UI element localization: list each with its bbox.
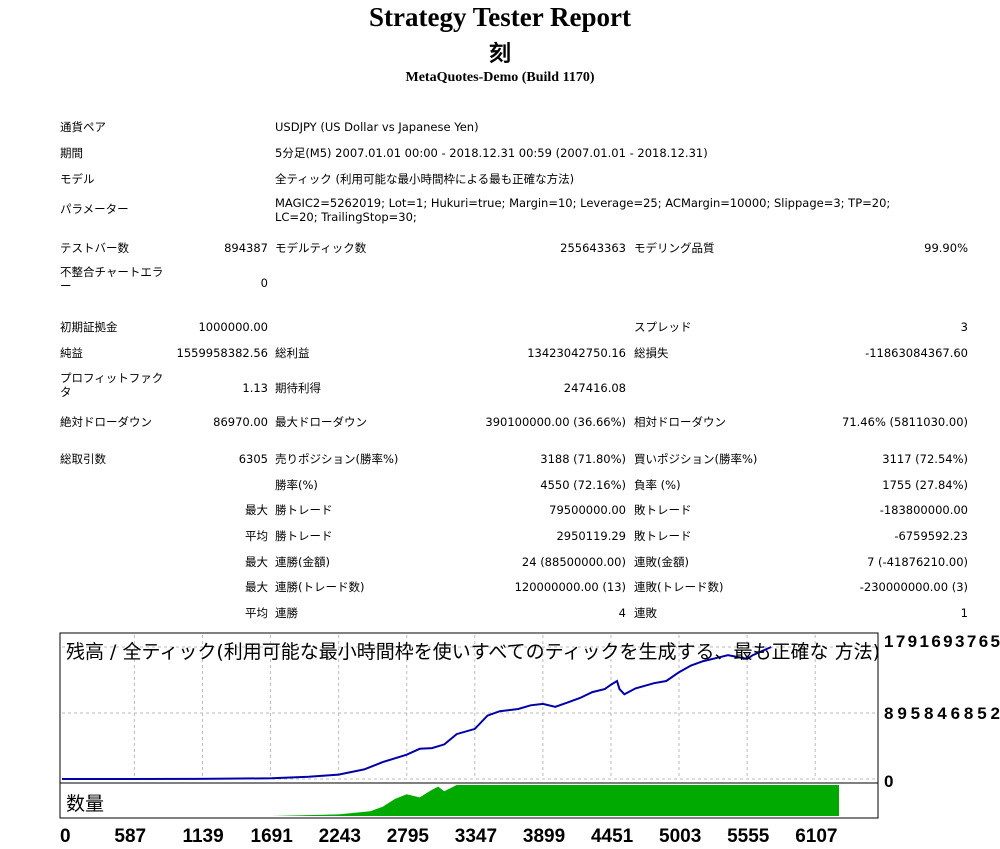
max-profit-consec-value: 120000000.00 (13) <box>514 580 626 594</box>
abs-drawdown-value: 86970.00 <box>213 415 268 429</box>
win-rate-label: 勝率(%) <box>275 478 318 492</box>
mismatch-value: 0 <box>260 276 268 290</box>
long-positions-label: 買いポジション(勝率%) <box>634 452 758 466</box>
max-consec-win-value: 24 (88500000.00) <box>521 555 626 569</box>
server-build: MetaQuotes-Demo (Build 1170) <box>405 70 595 85</box>
gross-loss-value: -11863084367.60 <box>865 346 968 360</box>
net-profit-label: 純益 <box>60 346 83 360</box>
x-tick-label: 2795 <box>387 826 430 847</box>
quality-value: 99.90% <box>924 241 968 255</box>
gross-loss-label: 総損失 <box>634 346 669 360</box>
max-prefix-2: 最大 <box>245 555 268 569</box>
symbol-label: 通貨ペア <box>60 120 106 134</box>
short-positions-label: 売りポジション(勝率%) <box>275 452 399 466</box>
bars-label: テストバー数 <box>60 241 129 255</box>
x-tick-label: 3899 <box>523 826 565 847</box>
profit-factor-value: 1.13 <box>242 381 268 395</box>
bars-value: 894387 <box>224 241 268 255</box>
x-tick-label: 587 <box>114 826 146 847</box>
max-loss-consec-value: -230000000.00 (3) <box>859 580 968 594</box>
x-tick-label: 5555 <box>727 826 770 847</box>
loss-rate-value: 1755 (27.84%) <box>882 478 968 492</box>
avg-consec-win-value: 4 <box>618 606 626 620</box>
total-trades-label: 総取引数 <box>60 452 106 466</box>
period-value: 5分足(M5) 2007.01.01 00:00 - 2018.12.31 00… <box>275 146 708 160</box>
ticks-label: モデルティック数 <box>275 241 367 255</box>
x-tick-label: 4451 <box>591 826 634 847</box>
spread-value: 3 <box>960 320 968 334</box>
max-consec-loss-label: 連敗(金額) <box>634 555 689 569</box>
model-value: 全ティック (利用可能な最小時間枠による最も正確な方法) <box>275 172 575 186</box>
symbol-value: USDJPY (US Dollar vs Japanese Yen) <box>275 120 479 134</box>
ticks-value: 255643363 <box>560 241 626 255</box>
avg-loss-label: 敗トレード <box>634 529 692 543</box>
abs-drawdown-label: 絶対ドローダウン <box>60 415 152 429</box>
x-tick-label: 1691 <box>251 826 294 847</box>
max-profit-consec-label: 連勝(トレード数) <box>275 580 365 594</box>
avg-consec-loss-value: 1 <box>960 606 968 620</box>
largest-loss-label: 敗トレード <box>634 503 692 517</box>
avg-consec-win-label: 連勝 <box>275 606 298 620</box>
x-tick-label: 0 <box>60 826 71 847</box>
gross-profit-label: 総利益 <box>275 346 310 360</box>
expected-payoff-value: 247416.08 <box>563 381 626 395</box>
x-tick-label: 2243 <box>319 826 361 847</box>
net-profit-value: 1559958382.56 <box>176 346 268 360</box>
mismatch-label: 不整合チャートエラー <box>60 265 164 293</box>
x-tick-label: 6107 <box>795 826 837 847</box>
max-drawdown-label: 最大ドローダウン <box>275 415 367 429</box>
expected-payoff-label: 期待利得 <box>275 381 321 395</box>
balance-line <box>61 646 772 780</box>
report-title: Strategy Tester Report <box>369 2 631 32</box>
period-label: 期間 <box>60 146 83 160</box>
volume-area <box>62 785 839 816</box>
quality-label: モデリング品質 <box>634 241 715 255</box>
spread-label: スプレッド <box>634 320 692 334</box>
chart-title: 残高 / 全ティック(利用可能な最小時間枠を使いすべてのティックを生成する、最も… <box>66 641 893 663</box>
parameters-value: MAGIC2=5262019; Lot=1; Hukuri=true; Marg… <box>275 196 891 224</box>
avg-prefix-1: 平均 <box>245 529 268 543</box>
avg-loss-value: -6759592.23 <box>894 529 968 543</box>
profit-factor-label: プロフィットファクタ <box>60 371 164 399</box>
gross-profit-value: 13423042750.16 <box>527 346 626 360</box>
x-tick-label: 3347 <box>455 826 497 847</box>
win-rate-value: 4550 (72.16%) <box>540 478 626 492</box>
rel-drawdown-value: 71.46% (5811030.00) <box>842 415 968 429</box>
max-drawdown-value: 390100000.00 (36.66%) <box>485 415 626 429</box>
deposit-value: 1000000.00 <box>198 320 268 334</box>
largest-win-label: 勝トレード <box>275 503 333 517</box>
max-prefix-1: 最大 <box>245 503 268 517</box>
short-positions-value: 3188 (71.80%) <box>540 452 626 466</box>
max-prefix-3: 最大 <box>245 580 268 594</box>
avg-prefix-2: 平均 <box>245 606 268 620</box>
max-consec-win-label: 連勝(金額) <box>275 555 330 569</box>
y-tick-label: 1791693765 <box>884 632 1000 651</box>
avg-consec-loss-label: 連敗 <box>634 606 657 620</box>
deposit-label: 初期証拠金 <box>60 320 118 334</box>
parameters-label: パラメーター <box>60 202 129 216</box>
largest-loss-value: -183800000.00 <box>879 503 968 517</box>
y-tick-label: 0 <box>884 772 893 791</box>
total-trades-value: 6305 <box>238 452 268 466</box>
rel-drawdown-label: 相対ドローダウン <box>634 415 726 429</box>
balance-chart: 残高 / 全ティック(利用可能な最小時間枠を使いすべてのティックを生成する、最も… <box>59 632 1000 847</box>
max-loss-consec-label: 連敗(トレード数) <box>634 580 724 594</box>
avg-win-label: 勝トレード <box>275 529 333 543</box>
x-tick-label: 1139 <box>182 826 223 847</box>
largest-win-value: 79500000.00 <box>549 503 626 517</box>
y-tick-label: 895846852 <box>884 704 1000 723</box>
avg-win-value: 2950119.29 <box>556 529 626 543</box>
long-positions-value: 3117 (72.54%) <box>882 452 968 466</box>
max-consec-loss-value: 7 (-41876210.00) <box>867 555 968 569</box>
loss-rate-label: 負率 (%) <box>634 478 681 492</box>
volume-label: 数量 <box>66 793 104 815</box>
report-subtitle: 刻 <box>488 42 511 67</box>
model-label: モデル <box>60 172 95 186</box>
x-tick-label: 5003 <box>659 826 701 847</box>
